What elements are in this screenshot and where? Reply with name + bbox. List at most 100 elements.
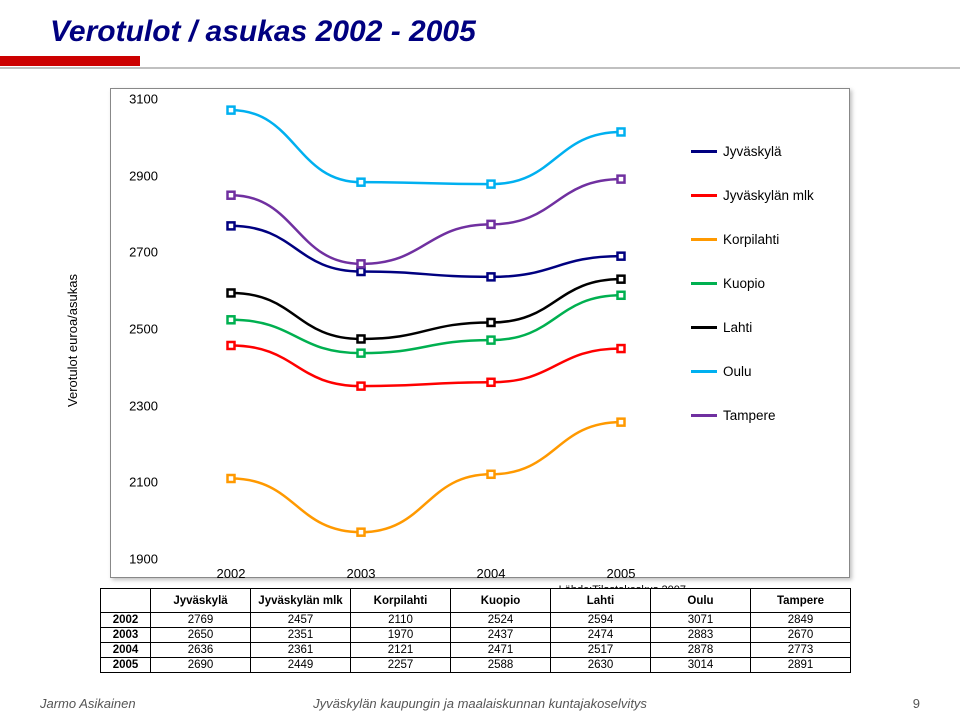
table-header-row: JyväskyläJyväskylän mlkKorpilahtiKuopioL…	[101, 589, 851, 613]
series-marker	[358, 179, 365, 186]
legend-label: Korpilahti	[723, 232, 779, 247]
series-marker	[618, 292, 625, 299]
table-header-cell: Lahti	[551, 589, 651, 613]
table-cell: 2883	[651, 628, 751, 643]
series-line	[231, 295, 621, 353]
table-cell: 2002	[101, 613, 151, 628]
series-marker	[358, 335, 365, 342]
series-marker	[228, 475, 235, 482]
table-cell: 2849	[751, 613, 851, 628]
table-cell: 2361	[251, 643, 351, 658]
table-header-cell: Kuopio	[451, 589, 551, 613]
table-cell: 2121	[351, 643, 451, 658]
series-marker	[228, 222, 235, 229]
series-marker	[228, 289, 235, 296]
legend-label: Tampere	[723, 408, 776, 423]
chart-svg	[166, 99, 686, 559]
series-marker	[618, 176, 625, 183]
legend-item: Oulu	[691, 349, 831, 393]
y-tick-label: 2700	[118, 245, 158, 260]
legend-item: Tampere	[691, 393, 831, 437]
series-marker	[488, 471, 495, 478]
table-cell: 2351	[251, 628, 351, 643]
table-cell: 2878	[651, 643, 751, 658]
table-cell: 2257	[351, 658, 451, 673]
footer-author: Jarmo Asikainen	[40, 696, 136, 711]
table-row: 20042636236121212471251728782773	[101, 643, 851, 658]
series-marker	[228, 316, 235, 323]
legend-swatch	[691, 238, 717, 241]
series-line	[231, 422, 621, 532]
legend-label: Oulu	[723, 364, 752, 379]
table-cell: 3071	[651, 613, 751, 628]
y-tick-label: 2300	[118, 398, 158, 413]
legend: Jyväskylä Jyväskylän mlk Korpilahti Kuopio L…	[691, 129, 831, 437]
series-marker	[488, 319, 495, 326]
table-header-cell	[101, 589, 151, 613]
legend-item: Lahti	[691, 305, 831, 349]
series-marker	[358, 350, 365, 357]
legend-item: Korpilahti	[691, 217, 831, 261]
table-cell: 2773	[751, 643, 851, 658]
table-cell: 2005	[101, 658, 151, 673]
series-marker	[618, 276, 625, 283]
series-marker	[488, 221, 495, 228]
table-header-cell: Korpilahti	[351, 589, 451, 613]
series-marker	[228, 192, 235, 199]
table-cell: 2457	[251, 613, 351, 628]
series-marker	[228, 342, 235, 349]
legend-swatch	[691, 150, 717, 153]
table-cell: 2524	[451, 613, 551, 628]
legend-swatch	[691, 326, 717, 329]
legend-swatch	[691, 370, 717, 373]
y-tick-label: 1900	[118, 552, 158, 567]
table-row: 20032650235119702437247428832670	[101, 628, 851, 643]
title-underline	[0, 56, 960, 70]
legend-item: Kuopio	[691, 261, 831, 305]
y-tick-label: 2900	[118, 168, 158, 183]
table-cell: 2588	[451, 658, 551, 673]
footer-page: 9	[913, 696, 920, 711]
legend-swatch	[691, 414, 717, 417]
table-cell: 2769	[151, 613, 251, 628]
legend-label: Lahti	[723, 320, 752, 335]
y-tick-label: 3100	[118, 92, 158, 107]
series-marker	[358, 268, 365, 275]
table-cell: 2891	[751, 658, 851, 673]
legend-swatch	[691, 282, 717, 285]
table-header-cell: Jyväskylän mlk	[251, 589, 351, 613]
table-cell: 2594	[551, 613, 651, 628]
x-tick-label: 2004	[477, 566, 506, 581]
series-marker	[358, 260, 365, 267]
table-cell: 1970	[351, 628, 451, 643]
x-tick-label: 2002	[217, 566, 246, 581]
table-cell: 2650	[151, 628, 251, 643]
table-header-cell: Jyväskylä	[151, 589, 251, 613]
table-cell: 2004	[101, 643, 151, 658]
legend-label: Jyväskylän mlk	[723, 188, 814, 203]
table-header-cell: Tampere	[751, 589, 851, 613]
data-table: JyväskyläJyväskylän mlkKorpilahtiKuopioL…	[100, 588, 851, 673]
series-marker	[488, 379, 495, 386]
table-cell: 3014	[651, 658, 751, 673]
series-line	[231, 110, 621, 184]
series-marker	[618, 345, 625, 352]
series-marker	[228, 107, 235, 114]
legend-item: Jyväskylän mlk	[691, 173, 831, 217]
series-line	[231, 226, 621, 277]
table-cell: 2630	[551, 658, 651, 673]
series-marker	[618, 128, 625, 135]
table-cell: 2690	[151, 658, 251, 673]
table-cell: 2110	[351, 613, 451, 628]
legend-item: Jyväskylä	[691, 129, 831, 173]
x-tick-label: 2005	[607, 566, 636, 581]
series-marker	[618, 419, 625, 426]
y-axis-title: Verotulot euroa/asukas	[65, 274, 80, 407]
series-marker	[358, 529, 365, 536]
table-row: 20052690244922572588263030142891	[101, 658, 851, 673]
slide-title: Verotulot / asukas 2002 - 2005	[50, 15, 476, 49]
table-cell: 2670	[751, 628, 851, 643]
table-cell: 2474	[551, 628, 651, 643]
series-line	[231, 345, 621, 386]
footer-subtitle: Jyväskylän kaupungin ja maalaiskunnan ku…	[313, 696, 647, 711]
